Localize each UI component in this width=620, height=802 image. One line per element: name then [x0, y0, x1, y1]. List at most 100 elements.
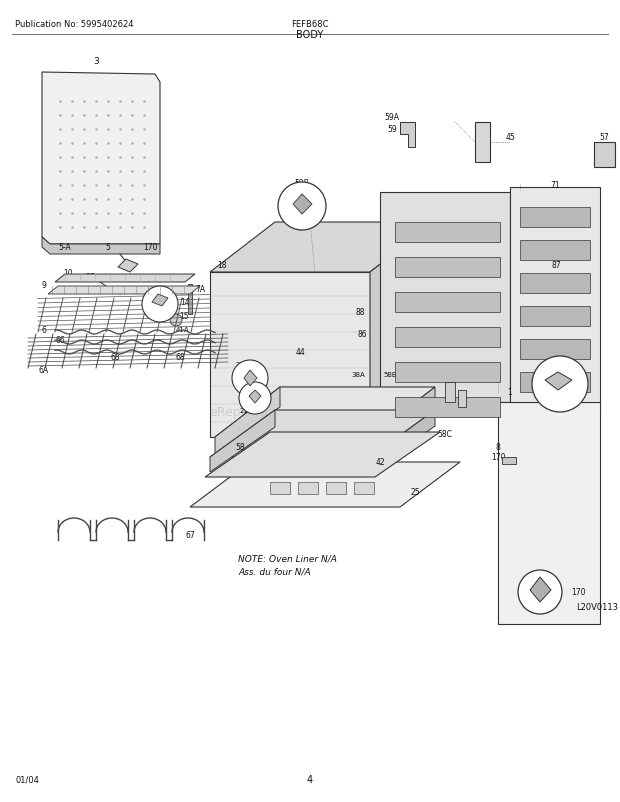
Polygon shape [205, 432, 440, 477]
Polygon shape [270, 482, 290, 494]
Polygon shape [210, 411, 275, 472]
Polygon shape [152, 294, 168, 306]
Polygon shape [249, 391, 261, 403]
Text: NOTE: Oven Liner N/A: NOTE: Oven Liner N/A [238, 554, 337, 563]
Text: 5-A: 5-A [59, 243, 71, 252]
Text: 63: 63 [552, 365, 560, 371]
Polygon shape [298, 482, 318, 494]
Text: 10: 10 [63, 268, 73, 277]
Polygon shape [475, 123, 490, 163]
Text: 67: 67 [185, 530, 195, 539]
Text: 5: 5 [538, 591, 542, 597]
Polygon shape [458, 391, 466, 407]
Polygon shape [370, 387, 435, 456]
Text: 5: 5 [105, 243, 110, 252]
Text: 15: 15 [179, 312, 189, 321]
Text: 25: 25 [410, 488, 420, 497]
Text: 8: 8 [353, 418, 357, 427]
Text: 58C: 58C [438, 430, 453, 439]
Text: 6: 6 [42, 326, 46, 335]
Polygon shape [395, 293, 500, 313]
Text: 21: 21 [239, 407, 249, 414]
Text: 18: 18 [217, 260, 227, 269]
Text: 4: 4 [307, 774, 313, 784]
Text: 59B: 59B [294, 180, 309, 188]
Text: L20V0113: L20V0113 [576, 603, 618, 612]
Polygon shape [445, 383, 455, 403]
Polygon shape [244, 371, 257, 387]
Polygon shape [42, 237, 160, 255]
Text: 26: 26 [437, 370, 447, 379]
Polygon shape [188, 285, 192, 314]
Text: 66: 66 [55, 336, 65, 345]
Polygon shape [210, 273, 370, 437]
Text: 16: 16 [163, 300, 173, 309]
Text: 71: 71 [550, 180, 560, 189]
Circle shape [142, 286, 178, 322]
Polygon shape [520, 208, 590, 228]
Text: 41: 41 [310, 403, 320, 412]
Text: 88: 88 [355, 308, 365, 317]
Polygon shape [520, 373, 590, 392]
Text: 52: 52 [575, 370, 585, 379]
Text: 58: 58 [235, 443, 245, 452]
Polygon shape [395, 327, 500, 347]
Circle shape [518, 570, 562, 614]
Text: 58B: 58B [383, 371, 397, 378]
Text: 3: 3 [93, 56, 99, 66]
Text: 41A: 41A [176, 326, 190, 333]
Polygon shape [520, 339, 590, 359]
Circle shape [232, 361, 268, 396]
Text: 38A: 38A [351, 371, 365, 378]
Polygon shape [42, 73, 160, 245]
Polygon shape [215, 387, 435, 437]
Text: eReplacementParts.com: eReplacementParts.com [209, 406, 361, 419]
Text: 68: 68 [175, 353, 185, 362]
Text: 7: 7 [459, 408, 464, 417]
Circle shape [239, 383, 271, 415]
Text: 17: 17 [158, 314, 168, 323]
Polygon shape [395, 398, 500, 418]
Text: 01/04: 01/04 [15, 775, 39, 784]
Text: 44: 44 [295, 348, 305, 357]
Text: 14: 14 [180, 298, 190, 307]
Polygon shape [118, 260, 138, 273]
Polygon shape [293, 195, 312, 215]
Polygon shape [370, 223, 435, 437]
Polygon shape [520, 273, 590, 294]
Polygon shape [354, 482, 374, 494]
Text: BODY: BODY [296, 30, 324, 40]
Polygon shape [380, 192, 510, 403]
Text: 57: 57 [599, 133, 609, 142]
Text: 59A: 59A [384, 113, 399, 123]
Polygon shape [530, 577, 551, 602]
Text: 1: 1 [508, 388, 512, 397]
Polygon shape [370, 411, 435, 472]
Polygon shape [502, 457, 516, 464]
Polygon shape [395, 223, 500, 243]
Polygon shape [190, 463, 460, 508]
Polygon shape [395, 363, 500, 383]
Polygon shape [48, 286, 200, 294]
Circle shape [532, 357, 588, 412]
Polygon shape [55, 274, 195, 282]
Text: 89: 89 [400, 263, 410, 272]
Text: 68: 68 [110, 353, 120, 362]
Polygon shape [594, 143, 615, 168]
Polygon shape [210, 411, 435, 457]
Polygon shape [520, 241, 590, 261]
Text: 12: 12 [156, 302, 164, 308]
Polygon shape [400, 123, 415, 148]
Text: 9: 9 [42, 280, 46, 290]
Text: 59: 59 [387, 125, 397, 134]
Text: 45: 45 [505, 133, 515, 142]
Polygon shape [326, 482, 346, 494]
Polygon shape [545, 373, 572, 391]
Text: 170: 170 [143, 243, 157, 252]
Polygon shape [210, 223, 435, 273]
Circle shape [278, 183, 326, 231]
Text: 170: 170 [571, 588, 585, 597]
Text: Ass. du four N/A: Ass. du four N/A [238, 567, 311, 577]
Text: 7A: 7A [195, 286, 205, 294]
Polygon shape [498, 403, 600, 624]
